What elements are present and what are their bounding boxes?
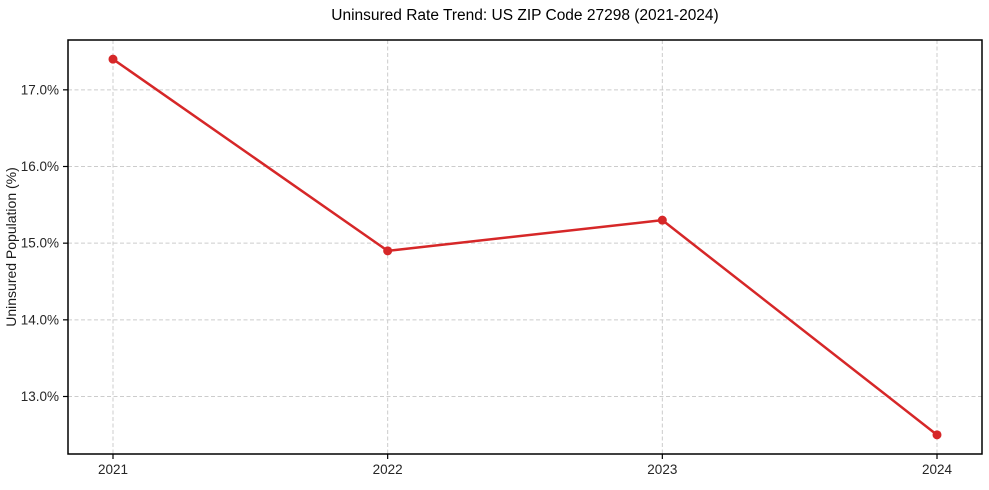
data-point-marker bbox=[108, 54, 118, 64]
plot-border bbox=[67, 39, 983, 455]
tick-labels: 13.0% 14.0% 15.0% 16.0% 17.0% 2021 2022 2023 202… bbox=[21, 82, 953, 477]
x-tick-label: 2023 bbox=[647, 462, 677, 477]
y-axis-label: Uninsured Population (%) bbox=[3, 167, 19, 327]
x-tick-label: 2022 bbox=[373, 462, 403, 477]
y-tick-label: 17.0% bbox=[21, 82, 59, 97]
y-tick-label: 13.0% bbox=[21, 389, 59, 404]
x-tick-label: 2021 bbox=[98, 462, 128, 477]
trend-line bbox=[111, 57, 939, 437]
data-series bbox=[108, 54, 942, 440]
gridlines bbox=[68, 40, 982, 454]
plot-frame bbox=[63, 39, 983, 459]
y-tick-label: 15.0% bbox=[21, 236, 59, 251]
chart-title: Uninsured Rate Trend: US ZIP Code 27298 … bbox=[331, 7, 718, 24]
data-point-marker bbox=[932, 430, 942, 440]
y-tick-label: 14.0% bbox=[21, 312, 59, 327]
y-tick-label: 16.0% bbox=[21, 159, 59, 174]
x-tick-label: 2024 bbox=[922, 462, 953, 477]
data-point-marker bbox=[657, 215, 667, 225]
data-point-marker bbox=[383, 246, 393, 256]
